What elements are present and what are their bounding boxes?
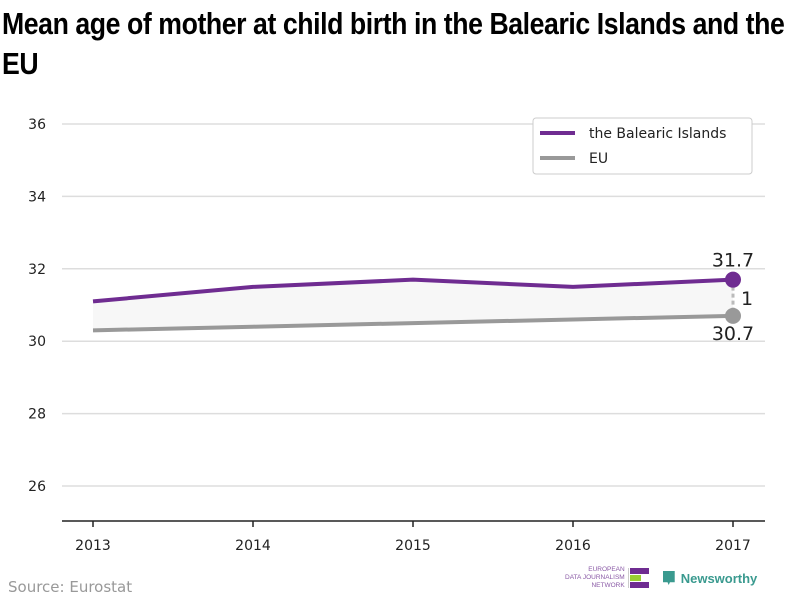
y-tick-label: 30	[28, 334, 46, 350]
logos: EUROPEAN DATA JOURNALISM NETWORK Newswor…	[565, 566, 757, 590]
y-tick-label: 26	[28, 479, 46, 495]
ejn-line: DATA JOURNALISM	[565, 574, 625, 581]
y-tick-label: 28	[28, 407, 46, 423]
series-line-balearic	[92, 277, 734, 304]
series-line-eu	[92, 313, 734, 333]
newsworthy-label: Newsworthy	[680, 570, 758, 586]
y-tick-label: 32	[28, 262, 46, 278]
ejn-line: EUROPEAN	[588, 566, 625, 573]
data-label-eu: 30.7	[712, 323, 754, 345]
end-point-balearic	[725, 271, 741, 288]
legend-box	[532, 117, 753, 175]
x-tick-label: 2015	[395, 538, 431, 554]
end-point-eu	[725, 307, 741, 324]
difference-label: 1	[741, 288, 753, 310]
newsworthy-icon	[662, 571, 675, 585]
y-tick-label: 36	[28, 117, 46, 133]
chart-title: Mean age of mother at child birth in the…	[2, 6, 785, 81]
x-tick-label: 2017	[715, 538, 751, 554]
legend-label: the Balearic Islands	[589, 126, 726, 142]
data-label-balearic: 31.7	[712, 250, 754, 272]
x-tick-label: 2013	[75, 538, 111, 554]
source-label: Source: Eurostat	[8, 578, 133, 596]
legend-label: EU	[589, 151, 608, 167]
ejn-bars-icon	[627, 568, 649, 588]
newsworthy-logo: Newsworthy	[662, 570, 758, 586]
y-tick-label: 34	[28, 189, 46, 205]
ejn-logo: EUROPEAN DATA JOURNALISM NETWORK	[565, 566, 649, 590]
ejn-line: NETWORK	[591, 582, 625, 589]
x-tick-label: 2016	[555, 538, 591, 554]
x-tick-label: 2014	[235, 538, 271, 554]
